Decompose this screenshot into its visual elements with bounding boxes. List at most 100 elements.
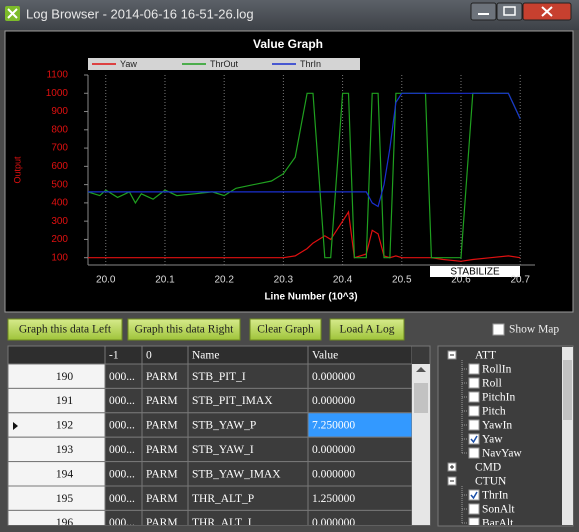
tree-leaf-label[interactable]: Pitch — [482, 406, 506, 418]
table-cell[interactable] — [187, 436, 309, 463]
tree-leaf-label[interactable]: RollIn — [482, 364, 512, 376]
table-cell[interactable] — [187, 387, 309, 414]
table-cell[interactable] — [141, 485, 189, 511]
tree-leaf-label[interactable]: Roll — [482, 378, 502, 390]
toolbar: Graph this data Left Graph this data Righ… — [7, 318, 559, 341]
table-cell[interactable] — [141, 363, 189, 389]
x-tick-label: 20.2 — [214, 275, 234, 286]
tree-node-label[interactable]: CMD — [475, 462, 501, 474]
tree-scrollbar[interactable] — [562, 347, 573, 525]
table-cell[interactable] — [307, 387, 412, 414]
tree-checkbox[interactable] — [468, 503, 480, 515]
table-cell[interactable] — [307, 485, 412, 511]
cell-text[interactable]: STB_YAW_P — [192, 420, 256, 432]
toolbar-button[interactable] — [127, 318, 241, 341]
toolbar-button[interactable] — [329, 318, 405, 341]
table-cell[interactable] — [187, 461, 309, 487]
tree-leaf-label[interactable]: PitchIn — [482, 392, 515, 404]
tree-checkbox[interactable] — [468, 405, 480, 417]
toolbar-button[interactable] — [7, 318, 123, 341]
column-header-label: Name — [192, 350, 219, 362]
tree-leaf-label[interactable]: YawIn — [482, 420, 512, 432]
cell-text[interactable]: PARM — [146, 420, 178, 432]
tree-checkbox[interactable] — [468, 377, 480, 389]
table-cell[interactable] — [307, 461, 412, 487]
row-number[interactable]: 193 — [56, 444, 74, 456]
table-cell[interactable] — [187, 363, 309, 389]
toolbar-button-label[interactable]: Graph this data Left — [19, 324, 112, 336]
cell-text[interactable]: STB_YAW_I — [192, 444, 254, 456]
tree-checkbox[interactable] — [468, 391, 480, 403]
cell-text[interactable]: 000... — [109, 371, 135, 383]
tree-scroll-thumb[interactable] — [563, 360, 572, 420]
cell-text[interactable]: STB_PIT_I — [192, 371, 246, 383]
row-number[interactable]: 195 — [56, 493, 74, 505]
cell-text[interactable]: 0.000000 — [312, 371, 355, 383]
show-map-label[interactable]: Show Map — [509, 324, 559, 336]
cell-text[interactable]: PARM — [146, 444, 178, 456]
table-scroll-thumb[interactable] — [414, 383, 428, 413]
cell-text[interactable]: 0.000000 — [312, 395, 355, 407]
cell-text[interactable]: PARM — [146, 395, 178, 407]
tree-checkbox[interactable] — [468, 419, 480, 431]
cell-text[interactable]: 000... — [109, 444, 135, 456]
tree-leaf-label[interactable]: NavYaw — [482, 448, 522, 460]
toolbar-button-label[interactable]: Graph this data Right — [135, 324, 234, 336]
minimize-button[interactable] — [470, 2, 497, 21]
cell-text[interactable]: 000... — [109, 493, 135, 505]
tree-checkbox[interactable] — [468, 489, 480, 501]
toolbar-button[interactable] — [249, 318, 322, 341]
cell-text[interactable]: 000... — [109, 395, 135, 407]
y-tick-label: 300 — [51, 216, 68, 227]
tree-node-label[interactable]: CTUN — [475, 476, 507, 488]
cell-text[interactable]: 0.000000 — [312, 444, 355, 456]
cell-text[interactable]: 0.000000 — [312, 468, 355, 480]
cell-text[interactable]: 000... — [109, 420, 135, 432]
series-line — [88, 92, 521, 208]
cell-text[interactable]: STB_YAW_IMAX — [192, 468, 281, 480]
cell-text[interactable]: PARM — [146, 468, 178, 480]
chart-title: Value Graph — [253, 37, 323, 51]
cell-text[interactable]: PARM — [146, 493, 178, 505]
tree-leaf-label[interactable]: Yaw — [482, 434, 503, 446]
row-number[interactable]: 194 — [56, 468, 74, 480]
toolbar-button-label[interactable]: Load A Log — [340, 324, 395, 336]
cell-text[interactable]: PARM — [146, 517, 178, 529]
tree-leaf-label[interactable]: SonAlt — [482, 504, 515, 516]
table-cell[interactable] — [104, 363, 143, 389]
maximize-button[interactable] — [496, 2, 523, 21]
table-cell[interactable] — [141, 387, 189, 414]
plot: 100 200 300 400 500 600 700 800 900 1000 1100 20.0 2… — [46, 59, 535, 286]
table-cell[interactable] — [104, 387, 143, 414]
table-cell[interactable] — [104, 461, 143, 487]
row-number[interactable]: 191 — [56, 395, 74, 407]
cell-text[interactable]: STB_PIT_IMAX — [192, 395, 273, 407]
toolbar-button-label[interactable]: Clear Graph — [257, 324, 314, 336]
tree-checkbox[interactable] — [468, 517, 480, 528]
tree-checkbox[interactable] — [468, 447, 480, 459]
table-cell[interactable] — [307, 509, 412, 532]
table-cell[interactable] — [141, 412, 189, 438]
table-cell[interactable] — [307, 363, 412, 389]
cell-text[interactable]: PARM — [146, 371, 178, 383]
cell-text[interactable]: 0.000000 — [312, 517, 355, 529]
tree-leaf-label[interactable]: ThrIn — [482, 490, 508, 502]
row-number[interactable]: 190 — [56, 371, 74, 383]
show-map-checkbox[interactable] — [492, 323, 505, 336]
table-cell[interactable] — [104, 436, 143, 463]
tree-node-label[interactable]: ATT — [475, 350, 496, 362]
cell-text[interactable]: THR_ALT_I — [192, 517, 252, 529]
cell-text[interactable]: THR_ALT_P — [192, 493, 254, 505]
table-cell[interactable] — [307, 412, 412, 438]
tree-checkbox[interactable] — [468, 433, 480, 445]
cell-text[interactable]: 7.250000 — [312, 420, 355, 432]
cell-text[interactable]: 000... — [109, 468, 135, 480]
cell-text[interactable]: 000... — [109, 517, 135, 529]
row-number[interactable]: 196 — [56, 517, 74, 529]
table-cell[interactable] — [141, 436, 189, 463]
row-number[interactable]: 192 — [56, 420, 74, 432]
tree-leaf-label[interactable]: BarAlt — [482, 518, 514, 530]
cell-text[interactable]: 1.250000 — [312, 493, 355, 505]
tree-checkbox[interactable] — [468, 363, 480, 375]
tree-view: ATT RollIn Roll PitchIn Pitch YawIn Yaw NavYaw C… — [447, 350, 522, 530]
